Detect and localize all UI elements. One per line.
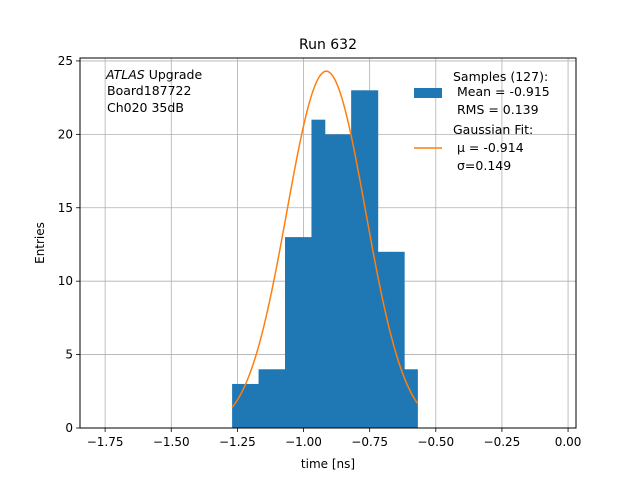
histogram-bar [337, 134, 352, 428]
annotation-board: Board187722 [107, 83, 191, 98]
y-tick-label: 10 [58, 274, 73, 288]
histogram-bar [285, 237, 299, 428]
histogram-bar [245, 383, 260, 428]
histogram-bars [232, 90, 418, 429]
x-tick-label: −1.75 [87, 435, 124, 449]
legend-samples-rms: RMS = 0.139 [453, 102, 539, 117]
x-tick-label: −0.25 [484, 435, 521, 449]
y-axis-ticks: 0 5 10 15 20 25 [58, 54, 80, 435]
histogram-bar [271, 369, 286, 428]
legend-fit-title: Gaussian Fit: [453, 122, 533, 137]
histogram-bar [298, 237, 313, 428]
chart-title: Run 632 [299, 37, 357, 53]
plot-frame [79, 57, 577, 429]
x-tick-label: −1.25 [219, 435, 256, 449]
x-axis-label: time [ns] [301, 457, 355, 471]
histogram-bar [324, 134, 339, 428]
annotation-channel: Ch020 35dB [107, 100, 184, 115]
x-tick-label: −0.50 [417, 435, 454, 449]
y-tick-label: 20 [58, 127, 73, 141]
annotation-line-1: ATLAS Upgrade [105, 67, 202, 82]
legend: Samples (127): Mean = -0.915 RMS = 0.139… [414, 69, 550, 173]
x-tick-label: −1.50 [153, 435, 190, 449]
histogram-bar [404, 369, 418, 428]
y-tick-label: 0 [65, 421, 73, 435]
legend-samples-title: Samples (127): [453, 69, 548, 84]
fit-curve [231, 70, 418, 408]
y-axis-label: Entries [33, 222, 47, 264]
legend-fit-sigma: σ=0.149 [457, 158, 511, 173]
histogram-bar [351, 90, 365, 429]
atlas-annotation: ATLAS Upgrade Board187722 Ch020 35dB [105, 67, 202, 115]
histogram-bar [232, 383, 246, 428]
gaussian-fit [231, 70, 418, 408]
y-tick-label: 5 [65, 348, 73, 362]
histogram-bar [311, 119, 326, 429]
x-axis-ticks: −1.75 −1.50 −1.25 −1.00 −0.75 −0.50 −0.25 0.00 [87, 428, 582, 449]
histogram-bar [364, 90, 379, 429]
legend-samples-mean: Mean = -0.915 [453, 84, 550, 99]
y-tick-label: 25 [58, 54, 73, 68]
legend-samples-swatch [414, 88, 442, 98]
y-tick-label: 15 [58, 201, 73, 215]
x-tick-label: −0.75 [351, 435, 388, 449]
histogram-bar [258, 369, 273, 428]
histogram-bar [377, 251, 392, 428]
x-tick-label: −1.00 [285, 435, 322, 449]
x-tick-label: 0.00 [555, 435, 582, 449]
legend-fit-mu: μ = -0.914 [457, 140, 524, 155]
histogram-bar [390, 251, 405, 428]
